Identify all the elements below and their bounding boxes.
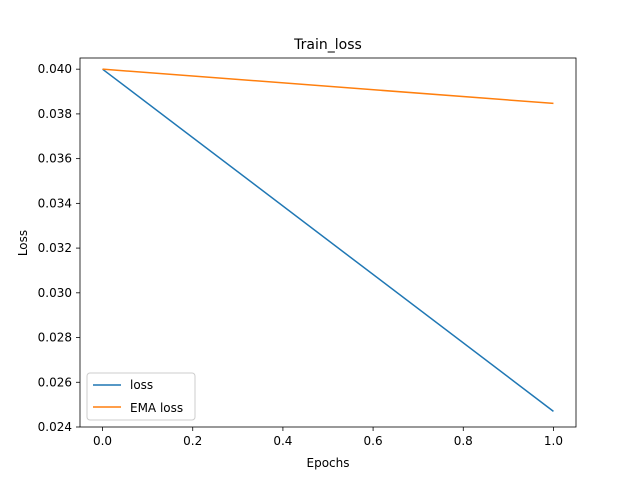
series-line-ema-loss — [102, 68, 554, 105]
series-line-loss — [102, 68, 554, 412]
y-tick-label: 0.034 — [38, 196, 72, 210]
legend: loss EMA loss — [86, 372, 196, 421]
x-axis-ticks: 0.0 0.2 0.4 0.6 0.8 1.0 — [93, 427, 563, 448]
y-tick-label: 0.026 — [38, 375, 72, 389]
y-tick-label: 0.036 — [38, 152, 72, 166]
y-tick-label: 0.038 — [38, 107, 72, 121]
y-tick-label: 0.040 — [38, 62, 72, 76]
x-tick-label: 0.2 — [183, 434, 202, 448]
x-tick-label: 0.0 — [93, 434, 112, 448]
legend-label-loss: loss — [130, 378, 153, 392]
y-tick-label: 0.030 — [38, 286, 72, 300]
y-tick-label: 0.028 — [38, 331, 72, 345]
y-tick-label: 0.032 — [38, 241, 72, 255]
x-axis-label: Epochs — [307, 456, 350, 470]
chart-title: Train_loss — [293, 37, 362, 53]
x-tick-label: 1.0 — [544, 434, 563, 448]
x-tick-label: 0.8 — [454, 434, 473, 448]
legend-label-ema-loss: EMA loss — [130, 401, 183, 415]
x-tick-label: 0.6 — [364, 434, 383, 448]
y-axis-ticks: 0.024 0.026 0.028 0.030 0.032 0.034 0.036 0.038… — [38, 62, 80, 434]
series-layer — [102, 68, 554, 412]
y-axis-label: Loss — [16, 230, 30, 256]
y-tick-label: 0.024 — [38, 420, 72, 434]
x-tick-label: 0.4 — [273, 434, 292, 448]
plot-area-frame — [79, 57, 577, 428]
